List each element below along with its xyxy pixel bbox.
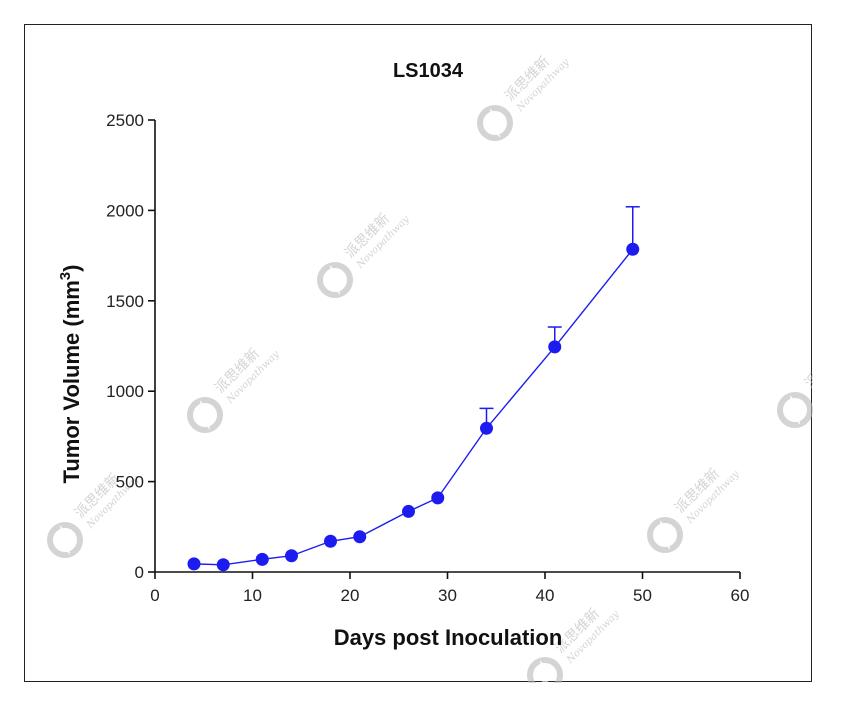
y-axis-label: Tumor Volume (mm3) — [57, 265, 84, 484]
x-axis-label: Days post Inoculation — [334, 625, 563, 650]
chart-frame: 派思维新 Novopathway 派思维新 Novopathway 派思维新 Novopa… — [24, 24, 813, 683]
data-point — [255, 552, 269, 566]
logo-ring — [187, 397, 223, 433]
data-point — [353, 530, 367, 544]
novopathway-logo-icon — [47, 522, 83, 558]
logo-mark — [484, 108, 506, 138]
data-point — [548, 340, 562, 354]
logo-ring — [317, 262, 353, 298]
tick-labels: 0 10 20 30 40 50 60 0 500 1000 1500 2000 2500 — [106, 111, 749, 605]
axes — [148, 119, 741, 579]
data-point — [480, 421, 493, 435]
x-tick-label: 40 — [536, 586, 555, 605]
novopathway-logo-icon — [527, 657, 563, 683]
data-point — [285, 549, 298, 563]
y-tick-label: 1500 — [106, 292, 144, 311]
logo-mark — [54, 525, 76, 555]
logo-mark — [194, 400, 216, 430]
x-tick-label: 30 — [438, 586, 457, 605]
y-tick-label: 1000 — [106, 382, 144, 401]
logo-ring — [47, 522, 83, 558]
watermark-text-chinese: 派思维新 — [802, 341, 813, 392]
novopathway-logo-icon — [777, 392, 813, 428]
x-tick-label: 10 — [243, 586, 262, 605]
logo-mark — [324, 265, 346, 295]
data-point — [626, 242, 640, 256]
novopathway-logo-icon — [317, 262, 353, 298]
logo-ring — [527, 657, 563, 683]
novopathway-logo-icon — [647, 517, 683, 553]
novopathway-logo-icon — [187, 397, 223, 433]
logo-mark — [534, 660, 556, 683]
logo-mark — [654, 520, 676, 550]
y-tick-label: 2500 — [106, 111, 144, 130]
y-axis-label-superscript: 3 — [57, 272, 74, 280]
series-layer — [187, 206, 640, 572]
logo-ring — [477, 105, 513, 141]
logo-mark — [784, 395, 806, 425]
logo-ring — [647, 517, 683, 553]
chart-title: LS1034 — [393, 60, 464, 82]
novopathway-logo-icon — [477, 105, 513, 141]
x-tick-label: 50 — [633, 586, 652, 605]
data-point — [402, 504, 415, 518]
y-tick-label: 500 — [116, 473, 144, 492]
data-point — [324, 534, 337, 548]
y-tick-label: 2000 — [106, 201, 144, 220]
data-point — [216, 558, 230, 572]
y-axis-label-main: Tumor Volume (mm — [59, 280, 84, 483]
x-tick-label: 20 — [341, 586, 360, 605]
data-point — [187, 557, 201, 571]
data-point — [431, 491, 445, 505]
series-line — [193, 248, 634, 566]
y-axis-label-close: ) — [59, 265, 84, 272]
x-tick-label: 60 — [731, 586, 750, 605]
y-tick-label: 0 — [135, 563, 144, 582]
logo-ring — [777, 392, 813, 428]
x-tick-label: 0 — [150, 586, 159, 605]
